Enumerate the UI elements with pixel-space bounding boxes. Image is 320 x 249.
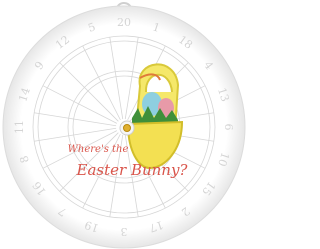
board-number: 3 bbox=[121, 225, 128, 238]
board-number: 6 bbox=[222, 124, 235, 131]
bullseye bbox=[124, 125, 131, 132]
board-number: 11 bbox=[13, 120, 26, 134]
artwork-line-1: Where's the bbox=[68, 144, 129, 155]
artwork-line-2: Easter Bunny? bbox=[76, 161, 189, 179]
board-number: 20 bbox=[117, 16, 131, 29]
